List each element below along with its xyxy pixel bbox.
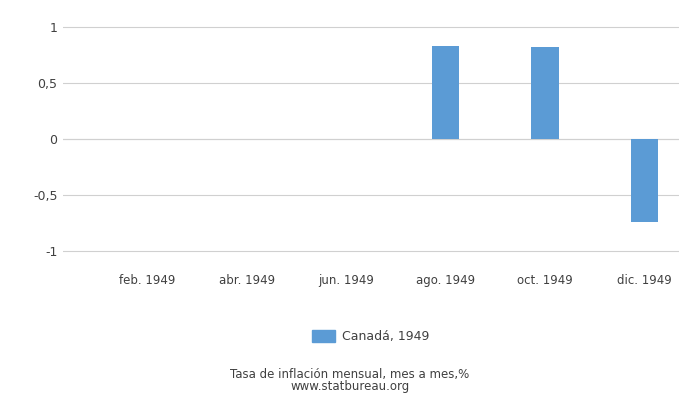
Bar — [631, 139, 658, 222]
Legend: Canadá, 1949: Canadá, 1949 — [312, 330, 430, 343]
Text: www.statbureau.org: www.statbureau.org — [290, 380, 410, 393]
Text: Tasa de inflación mensual, mes a mes,%: Tasa de inflación mensual, mes a mes,% — [230, 368, 470, 381]
Bar — [432, 46, 459, 139]
Bar — [531, 47, 559, 139]
